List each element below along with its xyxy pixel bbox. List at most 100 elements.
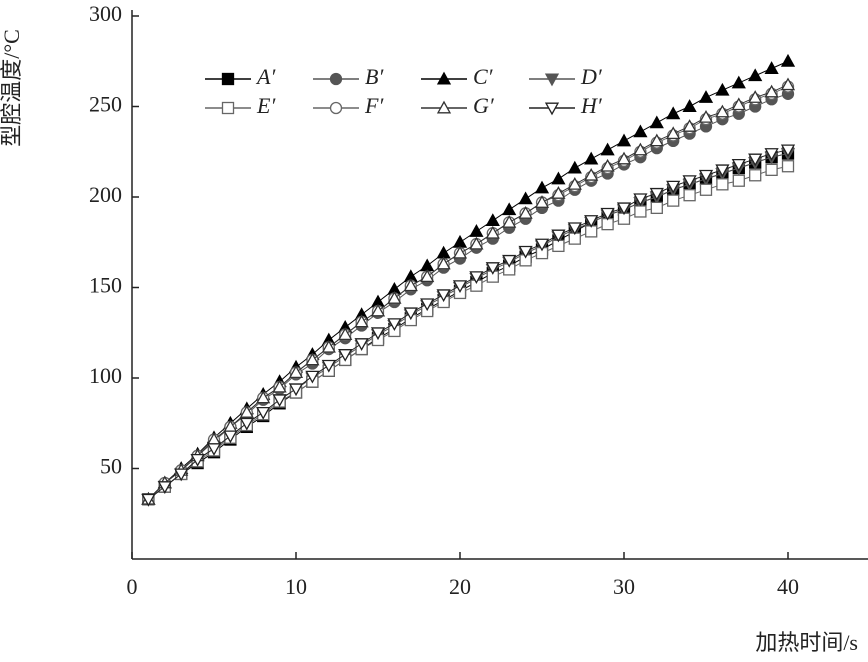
marker [616, 151, 632, 165]
marker [683, 189, 696, 202]
marker [420, 258, 435, 272]
x-axis-label: 加热时间/s [755, 630, 858, 655]
marker [485, 262, 500, 275]
marker [567, 176, 582, 190]
marker [272, 379, 287, 393]
x-tick-label: 40 [777, 574, 799, 599]
marker [239, 405, 254, 418]
y-tick-label: 200 [89, 182, 122, 207]
marker [731, 158, 746, 172]
legend-marker [221, 101, 235, 115]
marker [780, 53, 796, 67]
marker [551, 171, 566, 185]
marker [502, 254, 517, 268]
marker [223, 430, 238, 444]
marker [600, 207, 615, 221]
series-line [148, 93, 789, 500]
x-tick-label: 0 [127, 574, 138, 599]
marker [748, 90, 763, 103]
marker [436, 289, 451, 303]
marker [452, 280, 468, 294]
marker [616, 133, 632, 147]
series-line [148, 149, 789, 500]
marker [469, 224, 484, 237]
marker [534, 238, 550, 252]
marker [338, 349, 353, 362]
legend-label: A′ [255, 64, 276, 89]
marker [567, 160, 582, 174]
marker [420, 269, 435, 283]
marker [649, 115, 664, 129]
marker [387, 291, 402, 304]
marker [584, 167, 599, 181]
x-tick-label: 20 [449, 574, 471, 599]
series-line [148, 153, 789, 500]
marker [370, 327, 386, 341]
marker [288, 365, 304, 379]
marker [239, 417, 254, 431]
marker [534, 195, 550, 208]
y-tick-label: 100 [89, 363, 122, 388]
series-line [148, 86, 789, 500]
marker [354, 314, 369, 328]
series-line [148, 84, 789, 500]
marker [338, 327, 353, 341]
marker [305, 370, 320, 384]
series-line [148, 153, 789, 500]
marker [141, 493, 156, 507]
marker [781, 160, 795, 173]
marker [748, 68, 763, 82]
marker [715, 82, 730, 96]
marker [616, 202, 632, 216]
marker [731, 75, 746, 89]
legend-label: E′ [256, 93, 276, 118]
legend-label: B′ [365, 64, 384, 89]
marker [387, 318, 402, 332]
marker [354, 338, 369, 351]
marker [584, 215, 599, 228]
marker [174, 468, 189, 482]
marker [634, 205, 647, 218]
marker [698, 90, 714, 103]
marker [518, 191, 533, 205]
marker [370, 303, 386, 317]
marker [485, 213, 500, 226]
marker [633, 124, 648, 138]
marker [272, 394, 287, 408]
marker [716, 178, 729, 191]
marker [649, 187, 664, 201]
legend-marker [544, 73, 560, 87]
legend-marker [436, 100, 452, 114]
marker [157, 481, 172, 494]
series-line [148, 60, 789, 500]
marker [567, 222, 582, 236]
legend-marker [436, 71, 452, 85]
marker [633, 142, 648, 156]
marker [452, 245, 468, 259]
marker [650, 201, 663, 215]
marker [780, 77, 796, 91]
marker [403, 278, 418, 292]
marker [698, 110, 714, 123]
marker [518, 205, 533, 219]
marker [305, 352, 320, 366]
y-axis-label: 型腔温度/°C [0, 29, 24, 147]
marker [600, 142, 615, 156]
marker [698, 169, 714, 183]
marker [551, 186, 566, 199]
marker [256, 406, 271, 420]
marker [715, 104, 730, 118]
marker [764, 61, 779, 74]
marker [420, 298, 435, 312]
marker [534, 180, 550, 194]
marker [780, 144, 796, 158]
marker [649, 133, 664, 147]
legend-label: G′ [473, 93, 495, 118]
marker [715, 164, 730, 178]
y-tick-label: 150 [89, 273, 122, 298]
marker [502, 202, 517, 216]
marker [502, 215, 517, 228]
marker [206, 443, 222, 456]
